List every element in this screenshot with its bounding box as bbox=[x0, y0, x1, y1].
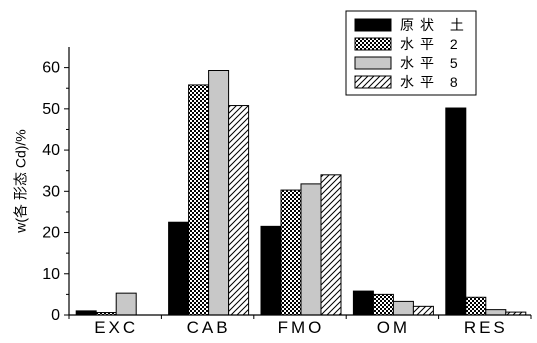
legend-swatch bbox=[354, 37, 392, 51]
bar-om-series-1 bbox=[352, 290, 374, 316]
legend-swatch bbox=[354, 18, 392, 32]
legend-label: 水平 5 bbox=[400, 55, 464, 71]
bar-cab-series-3 bbox=[208, 70, 230, 316]
y-tick-label: 0 bbox=[51, 307, 60, 324]
y-tick-label: 20 bbox=[42, 225, 60, 242]
bar-cab-series-4 bbox=[228, 105, 250, 316]
y-tick-label: 50 bbox=[42, 101, 60, 118]
axes-group: EXC CAB FMO OM RES 0 10 20 30 40 50 60 bbox=[42, 47, 532, 337]
bar-om-series-2 bbox=[372, 293, 394, 316]
y-tick-label: 60 bbox=[42, 60, 60, 77]
bar-fmo-series-3 bbox=[300, 183, 322, 316]
bar-exc-series-1 bbox=[75, 310, 97, 316]
x-tick-label: EXC bbox=[94, 318, 138, 337]
legend-label: 原状 土 bbox=[400, 17, 470, 33]
bar-cab-series-2 bbox=[188, 84, 210, 316]
bar-fmo-series-1 bbox=[260, 225, 282, 316]
y-axis-label: w(各 形态 Cd)/% bbox=[13, 129, 29, 233]
bar-cab-series-1 bbox=[168, 221, 190, 316]
bar-res-series-3 bbox=[485, 309, 507, 316]
y-tick-label: 30 bbox=[42, 183, 60, 200]
bar-om-series-3 bbox=[392, 300, 414, 316]
x-tick-label: FMO bbox=[278, 318, 325, 337]
legend-swatch bbox=[354, 56, 392, 70]
y-axis-label-text: w(各 形态 Cd)/% bbox=[13, 129, 29, 233]
bar-om-series-4 bbox=[412, 305, 434, 316]
bar-fmo-series-2 bbox=[280, 189, 302, 316]
legend-label: 水平 8 bbox=[400, 74, 464, 90]
x-tick-label: CAB bbox=[187, 318, 231, 337]
bar-res-series-1 bbox=[445, 107, 467, 316]
y-tick-label: 40 bbox=[42, 142, 60, 159]
x-tick-label: RES bbox=[464, 318, 508, 337]
bars-group bbox=[75, 70, 527, 316]
legend: 原状 土水平 2 水平 5 水平 8 bbox=[345, 10, 477, 96]
bar-exc-series-3 bbox=[115, 292, 137, 316]
y-tick-label: 10 bbox=[42, 266, 60, 283]
legend-swatch bbox=[354, 75, 392, 89]
bar-res-series-2 bbox=[465, 296, 487, 316]
legend-label: 水平 2 bbox=[400, 36, 464, 52]
x-tick-label: OM bbox=[377, 318, 410, 337]
bar-fmo-series-4 bbox=[320, 174, 342, 316]
